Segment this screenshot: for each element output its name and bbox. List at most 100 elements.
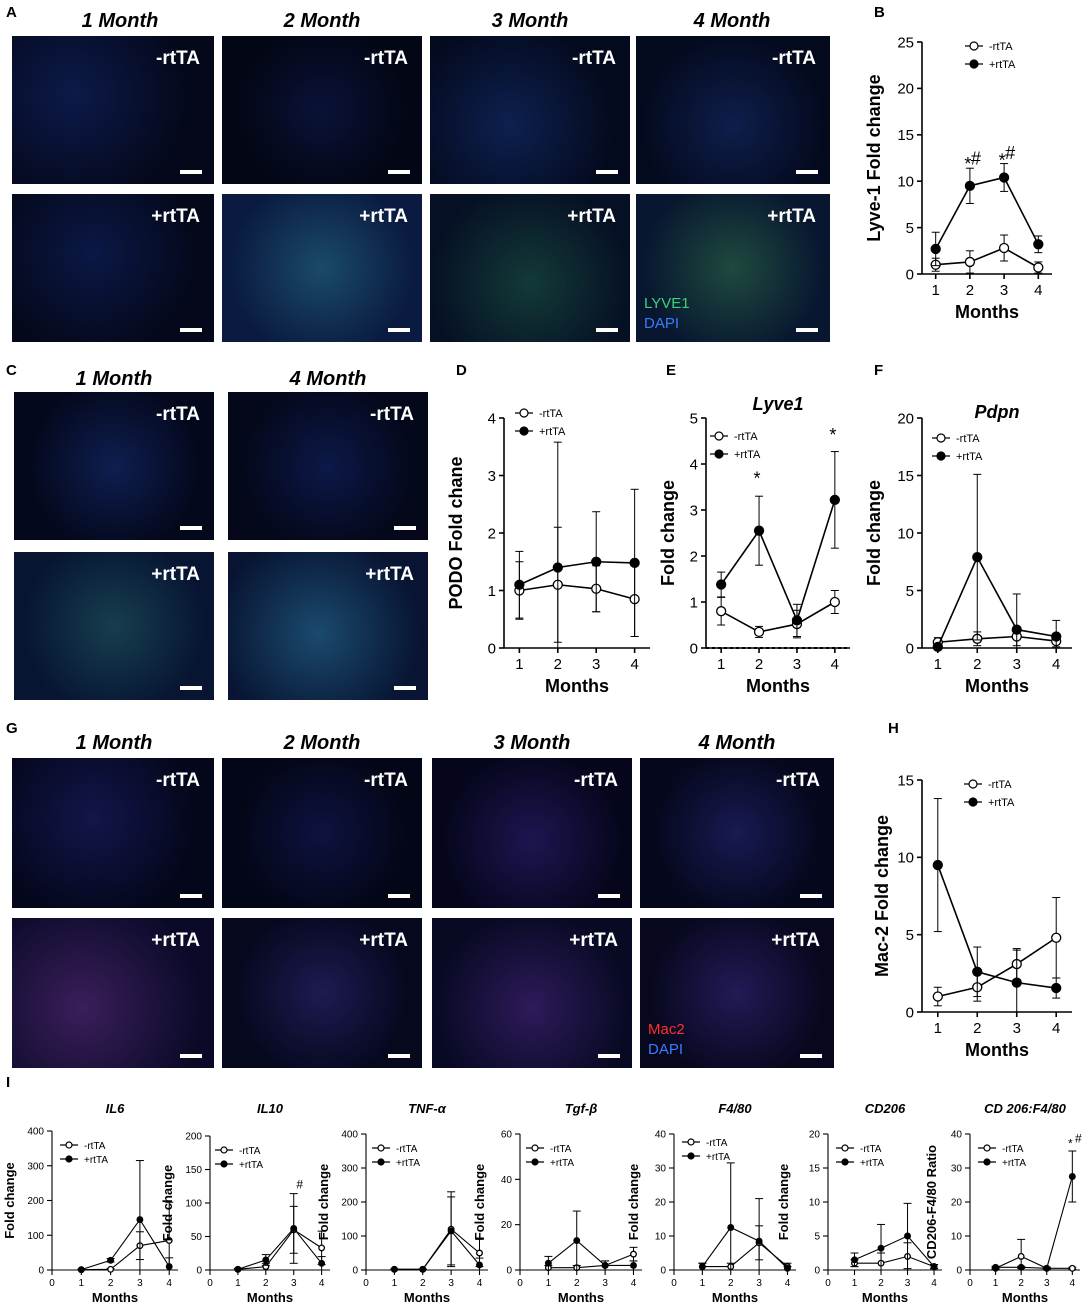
chart-i3-y-tick-label: 300: [341, 1164, 358, 1175]
chart-e-legend-marker: [714, 449, 724, 459]
panel-g-col-2: 2 Month: [283, 732, 361, 754]
panel-g-col-4: 4 Month: [698, 732, 776, 754]
chart-i7-title: CD 206:F4/80: [984, 1101, 1066, 1116]
chart-i5-series-line: [701, 1226, 788, 1269]
chart-f-y-label: Fold change: [864, 480, 884, 586]
panel-letter-c: C: [6, 362, 17, 379]
chart-e-y-label: Fold change: [658, 480, 678, 586]
chart-i6-y-tick-label: 20: [809, 1130, 821, 1141]
row-label: -rtTA: [364, 770, 408, 791]
chart-i3-x-tick-label: 2: [420, 1278, 426, 1289]
chart-b-series-line: [935, 247, 1039, 269]
chart-i7-y-tick-label: 20: [951, 1198, 963, 1209]
scale-bar: [596, 170, 618, 174]
chart-i3-point: [476, 1249, 483, 1257]
chart-f-legend-label: +rtTA: [956, 451, 983, 463]
chart-h-point: [1051, 982, 1062, 994]
panel-a-col-1: 1 Month: [81, 10, 159, 32]
panel-letter-g: G: [6, 720, 18, 737]
chart-i1-x-tick-label: 0: [49, 1278, 55, 1289]
chart-f-x-tick-label: 3: [1013, 656, 1021, 673]
chart-i2-y-tick-label: 0: [196, 1266, 202, 1277]
chart-i3-point: [419, 1265, 427, 1273]
chart-i6-y-tick-label: 10: [809, 1198, 821, 1209]
chart-i1-legend-marker: [65, 1141, 73, 1149]
chart-i3-legend-label: +rtTA: [396, 1158, 420, 1169]
chart-e-x-label: Months: [746, 676, 810, 696]
micro-g-3m-plus: +rtTA: [432, 918, 632, 1068]
chart-f-series-line: [937, 555, 1057, 648]
row-label: +rtTA: [569, 930, 618, 951]
chart-i6-x-label: Months: [862, 1290, 908, 1305]
chart-i2-y-label: Fold change: [160, 1165, 175, 1242]
chart-f-x-tick-label: 4: [1052, 656, 1060, 673]
chart-i7-y-tick-label: 10: [951, 1232, 963, 1243]
chart-b-x-tick-label: 3: [1000, 282, 1008, 299]
chart-i5-point: [755, 1237, 763, 1245]
chart-i5-x-tick-label: 3: [756, 1278, 762, 1289]
chart-h-series-line: [937, 864, 1057, 989]
chart-i4-legend-marker: [531, 1158, 539, 1166]
chart-f-legend-marker: [936, 433, 946, 443]
chart-i3-point: [447, 1227, 455, 1235]
chart-i5-y-tick-label: 30: [655, 1164, 667, 1175]
chart-i1-title: IL6: [106, 1101, 126, 1116]
chart-b-legend-label: +rtTA: [989, 59, 1016, 71]
chart-i4-x-tick-label: 0: [517, 1278, 523, 1289]
chart-i2-x-label: Months: [247, 1290, 293, 1305]
chart-i5-y-tick-label: 0: [660, 1266, 666, 1277]
chart-i4-y-tick-label: 20: [501, 1220, 513, 1231]
scale-bar: [796, 170, 818, 174]
scale-bar: [800, 1054, 822, 1058]
chart-e-point: [829, 596, 840, 608]
chart-i4-x-tick-label: 4: [631, 1278, 637, 1289]
chart-b-series-line: [934, 176, 1040, 250]
chart-h-legend-marker: [968, 779, 978, 789]
chart-h-point: [1011, 977, 1022, 988]
chart-h-point: [932, 859, 943, 871]
chart-i5-legend-label: -rtTA: [706, 1138, 728, 1149]
chart-i4-legend-label: -rtTA: [550, 1144, 572, 1155]
scale-bar: [180, 328, 202, 332]
chart-b-point: [998, 172, 1010, 183]
chart-i1-series-line: [81, 1218, 170, 1271]
chart-e-y-tick-label: 2: [690, 548, 698, 565]
panel-c-col-2: 4 Month: [289, 368, 367, 390]
chart-i6-point: [877, 1244, 885, 1252]
chart-e-point: [716, 579, 727, 590]
chart-i7-point: [1068, 1173, 1076, 1180]
panel-g-col-1: 1 Month: [75, 732, 153, 754]
scale-bar: [180, 526, 202, 530]
chart-e-y-tick-label: 4: [690, 456, 698, 473]
chart-b-legend-marker: [969, 59, 979, 69]
chart-b-point: [964, 180, 976, 191]
chart-d-x-label: Months: [545, 676, 609, 696]
chart-e-point: [716, 606, 727, 617]
scale-bar: [394, 686, 416, 690]
micro-g-4m-minus: -rtTA: [640, 758, 834, 908]
chart-i2-y-tick-label: 50: [191, 1232, 203, 1243]
chart-d-x-tick-label: 2: [554, 656, 562, 673]
chart-h-x-label: Months: [965, 1040, 1029, 1060]
row-label: -rtTA: [156, 404, 200, 425]
chart-e-y-tick-label: 0: [690, 640, 698, 657]
chart-i3-legend-marker: [377, 1144, 385, 1152]
chart-e-annotation: *: [829, 425, 836, 445]
chart-i1-point: [107, 1256, 115, 1264]
chart-i1-x-tick-label: 1: [79, 1278, 85, 1289]
chart-i2-point: [290, 1225, 298, 1232]
scale-bar: [388, 1054, 410, 1058]
chart-i2-legend-label: -rtTA: [239, 1146, 261, 1157]
chart-i1-x-tick-label: 4: [166, 1278, 172, 1289]
panel-a-col-3: 3 Month: [491, 10, 569, 32]
chart-i7-y-tick-label: 40: [951, 1130, 963, 1141]
chart-h-point: [972, 966, 983, 977]
chart-i3-x-tick-label: 3: [448, 1278, 454, 1289]
chart-i4-x-tick-label: 1: [546, 1278, 552, 1289]
chart-i6-point: [904, 1232, 911, 1240]
chart-i3-x-label: Months: [404, 1290, 450, 1305]
chart-h-legend-label: +rtTA: [988, 797, 1015, 809]
chart-h-legend-marker: [968, 797, 978, 807]
chart-b-annotation: #: [971, 148, 981, 168]
chart-h-x-tick-label: 1: [934, 1020, 942, 1037]
